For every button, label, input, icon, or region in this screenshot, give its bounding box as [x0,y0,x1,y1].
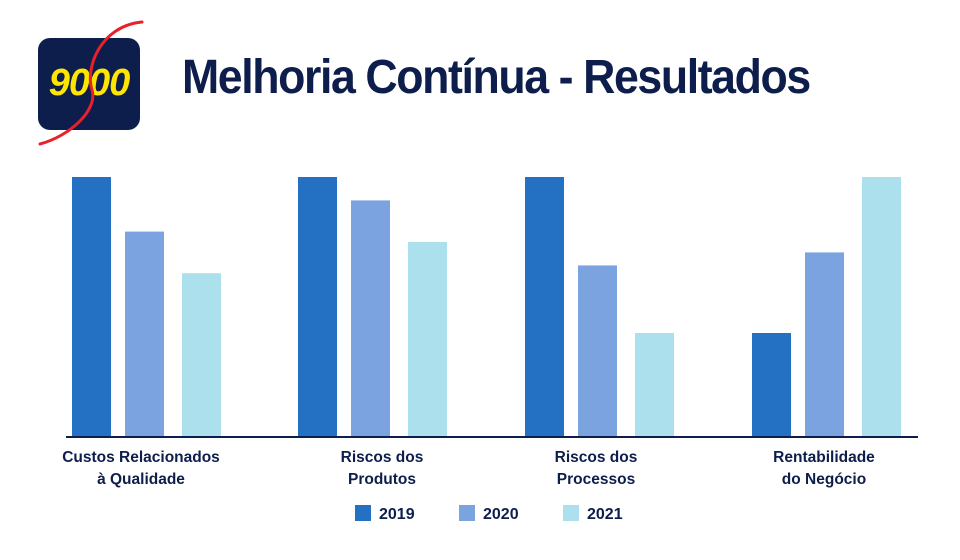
category-label-0-line-0: Custos Relacionados [62,449,220,466]
category-label-2-line-1: Processos [557,471,635,488]
category-labels: Custos Relacionados à Qualidade Riscos dos… [62,449,875,488]
legend: 2019 2020 2021 [355,505,623,523]
legend-swatch-2019 [355,505,371,521]
bar-2021-2 [635,333,674,437]
bar-2020-1 [351,200,390,437]
legend-swatch-2020 [459,505,475,521]
category-label-3-line-1: do Negócio [782,471,866,488]
legend-label-2021: 2021 [587,506,623,523]
legend-label-2020: 2020 [483,506,519,523]
category-label-3-line-0: Rentabilidade [773,449,875,466]
category-label-0-line-1: à Qualidade [97,471,185,488]
bar-2021-3 [862,177,901,437]
bars-group [72,177,901,437]
bar-2020-2 [578,265,617,437]
category-label-2-line-0: Riscos dos [555,449,638,466]
bar-2021-1 [408,242,447,437]
logo-swoosh-icon [38,20,144,146]
legend-swatch-2021 [563,505,579,521]
category-label-1-line-1: Produtos [348,471,416,488]
page-title: Melhoria Contínua - Resultados [182,51,811,104]
bar-2019-1 [298,177,337,437]
bar-2019-0 [72,177,111,437]
legend-label-2019: 2019 [379,506,415,523]
bar-2020-3 [805,252,844,437]
bar-2019-2 [525,177,564,437]
bar-2021-0 [182,273,221,437]
bar-2020-0 [125,231,164,437]
category-label-1-line-0: Riscos dos [341,449,424,466]
bar-2019-3 [752,333,791,437]
